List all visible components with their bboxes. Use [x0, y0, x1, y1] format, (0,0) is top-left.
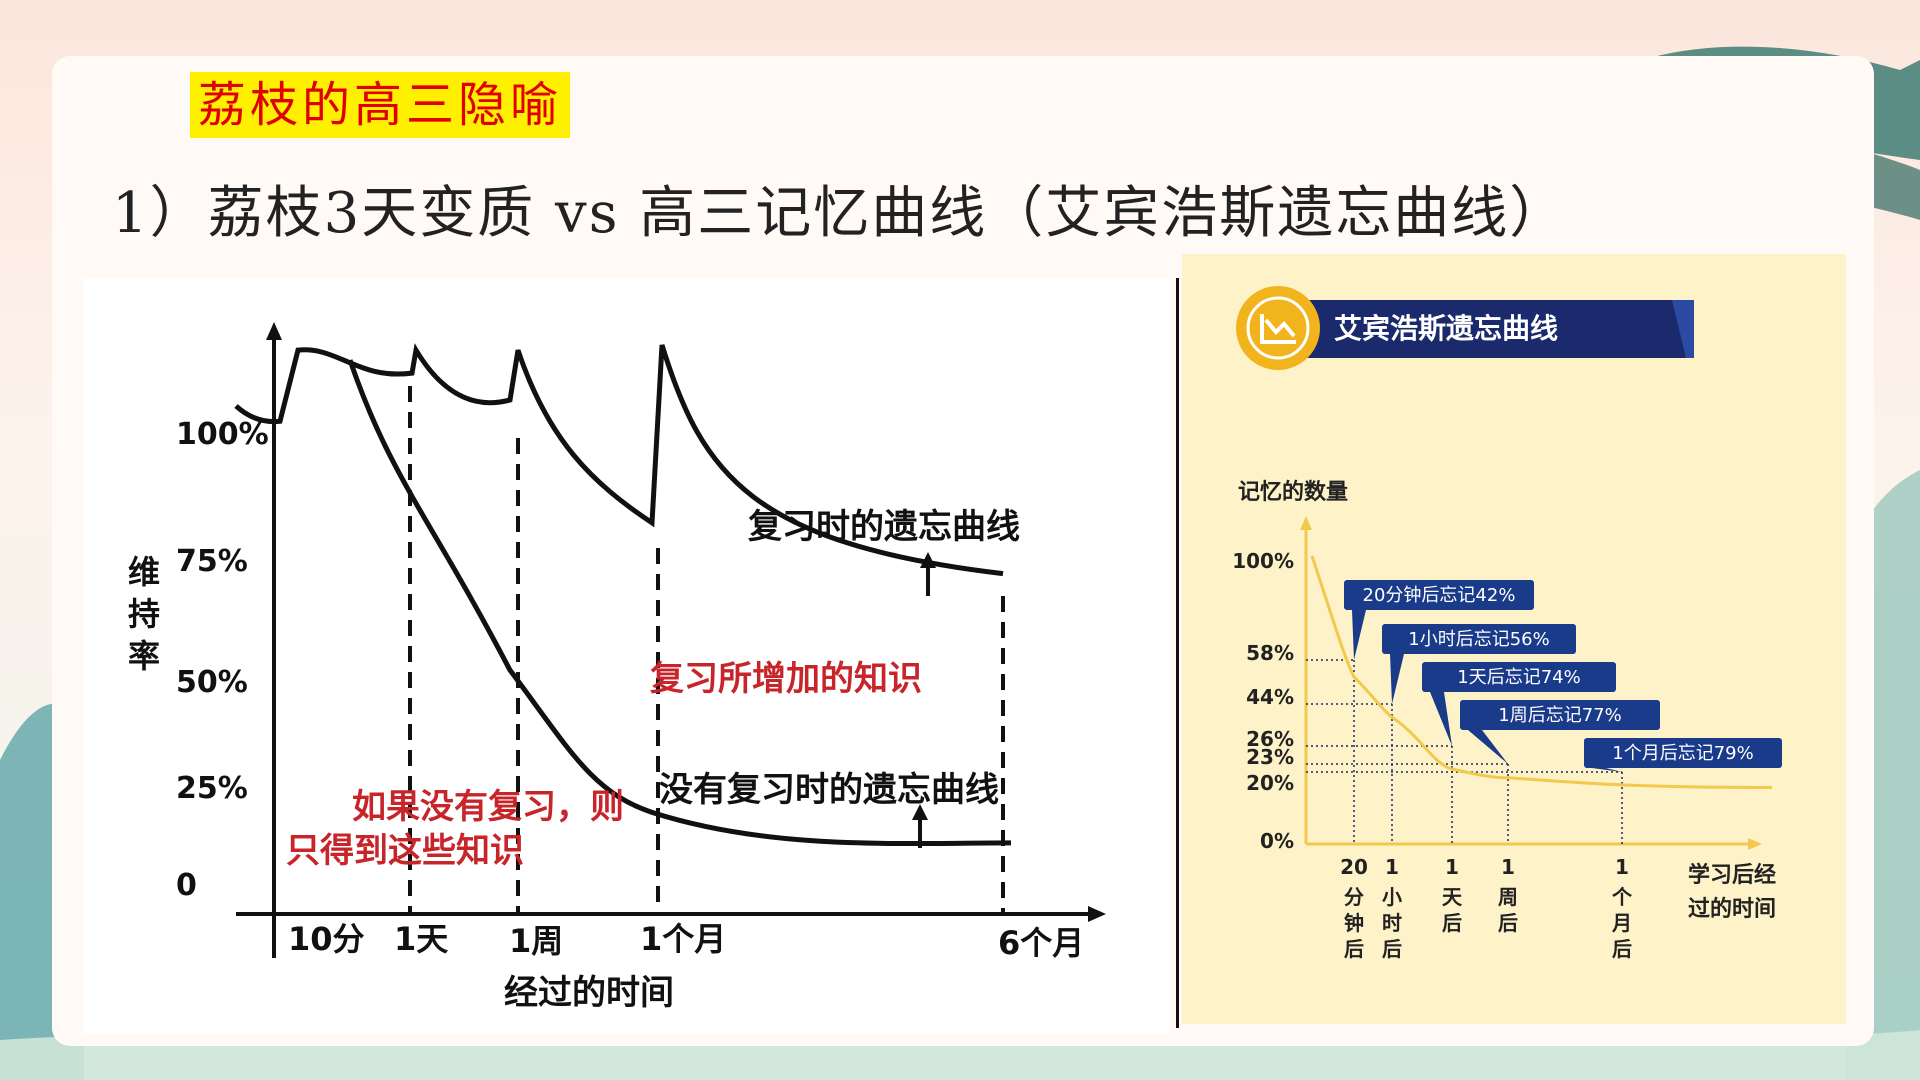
annotation-if-no-review: 如果没有复习，则 [352, 787, 624, 827]
chart-title: 艾宾浩斯遗忘曲线 [1334, 312, 1558, 345]
y-tick-label: 100% [176, 417, 269, 452]
callouts: 20分钟后忘记42% 1小时后忘记56% 1天后忘记74% 1周后忘记77% 1个月后忘… [1344, 580, 1782, 772]
y-tick-label: 0 [176, 868, 197, 903]
y-axis-label: 记忆的数量 [1238, 479, 1348, 505]
callout-pointer [1430, 692, 1452, 746]
ebbinghaus-chart: 艾宾浩斯遗忘曲线 记忆的数量 100%58%44%26%23%20%0% 20分… [1232, 286, 1782, 961]
annotation-only-this-knowledge: 只得到这些知识 [286, 831, 524, 871]
y-tick-label: 75% [176, 544, 248, 579]
y-tick-label: 50% [176, 665, 248, 700]
x-tick-sublabel: 小时后 [1382, 885, 1402, 961]
callout-label: 20分钟后忘记42% [1363, 585, 1516, 606]
y-tick-label: 0% [1260, 829, 1294, 853]
annotation-gain: 复习所增加的知识 [650, 659, 922, 699]
callout-pointer [1390, 654, 1404, 704]
x-tick-label: 1 [1615, 855, 1629, 879]
x-tick-label: 20 [1340, 855, 1368, 879]
topic-tag: 荔枝的高三隐喻 [190, 72, 571, 138]
title-banner [1260, 300, 1690, 358]
pointer-arrow-head [912, 804, 928, 820]
y-tick-label: 25% [176, 771, 248, 806]
callout-label: 1小时后忘记56% [1408, 629, 1549, 650]
panel-divider [1176, 278, 1179, 1028]
callout-pointer [1592, 768, 1622, 772]
callout-pointer [1352, 610, 1366, 660]
x-tick-sublabel: 个月后 [1611, 885, 1633, 961]
callout-box [1382, 624, 1576, 654]
y-axis-arrow [1300, 516, 1312, 530]
y-tick-label: 44% [1246, 685, 1294, 709]
series-line-retention [1310, 555, 1773, 790]
x-axis-label: 学习后经 [1688, 862, 1776, 888]
callout-label: 1个月后忘记79% [1612, 743, 1753, 764]
series-line-no-review [347, 359, 1012, 847]
y-tick-label: 20% [1246, 771, 1294, 795]
annotation-review-curve: 复习时的遗忘曲线 [748, 507, 1020, 547]
left-forgetting-chart: 100% 75% 50% 25% 0 维持率 10分 1天 1周 1个月 6个月… [128, 322, 1106, 1013]
right-chart-panel: 艾宾浩斯遗忘曲线 记忆的数量 100% 58% 44% 26% 23% 20% 0% 20 分… [1182, 254, 1846, 1024]
x-tick-label: 1周 [509, 922, 563, 960]
y-axis-arrow [266, 322, 282, 340]
x-tick-sublabel: 周后 [1498, 885, 1518, 935]
x-tick-label: 1 [1501, 855, 1515, 879]
x-tick-label: 1天 [394, 920, 448, 958]
callout-label: 1周后忘记77% [1498, 705, 1621, 726]
x-tick-label: 1 [1445, 855, 1459, 879]
x-axis-arrow [1748, 838, 1762, 850]
x-tick-label: 1个月 [640, 920, 726, 958]
x-tick-label: 6个月 [998, 924, 1084, 962]
annotation-no-review-curve: 没有复习时的遗忘曲线 [659, 770, 999, 810]
x-tick-label: 1 [1385, 855, 1399, 879]
x-tick-sublabel: 分钟后 [1344, 885, 1364, 961]
callout-pointer [1468, 730, 1508, 764]
callout-box [1344, 580, 1534, 610]
y-tick-label: 23% [1246, 745, 1294, 769]
x-tick-sublabel: 天后 [1442, 885, 1463, 935]
callout-box [1422, 662, 1616, 692]
y-tick-labels: 100% 58% 44% 26%23%20% 0% [1232, 549, 1294, 853]
left-chart-panel: 100% 75% 50% 25% 0 维持率 10分 1天 1周 1个月 6个月… [84, 278, 1170, 1034]
x-tick-label: 10分 [288, 920, 365, 958]
x-axis-label: 过的时间 [1688, 896, 1776, 922]
y-tick-label: 26% [1246, 727, 1294, 751]
callout-box [1460, 700, 1660, 730]
slide-heading: 1）荔枝3天变质 vs 高三记忆曲线（艾宾浩斯遗忘曲线） [112, 181, 1568, 246]
callout-box [1584, 738, 1782, 768]
title-banner-accent [1672, 300, 1694, 358]
x-axis-label: 经过的时间 [504, 973, 674, 1013]
y-tick-label: 58% [1246, 641, 1294, 665]
series-line-review [234, 343, 1004, 577]
callout-label: 1天后忘记74% [1457, 667, 1580, 688]
y-axis-label: 维持率 [128, 553, 160, 675]
x-axis-arrow [1088, 906, 1106, 922]
y-tick-label: 100% [1232, 549, 1294, 573]
trend-down-icon [1260, 314, 1296, 344]
pointer-arrow-head [920, 552, 936, 568]
x-tick-labels: 20 分钟后 1 小时后 1 天后 1 周后 1 个月后 [1340, 855, 1633, 961]
